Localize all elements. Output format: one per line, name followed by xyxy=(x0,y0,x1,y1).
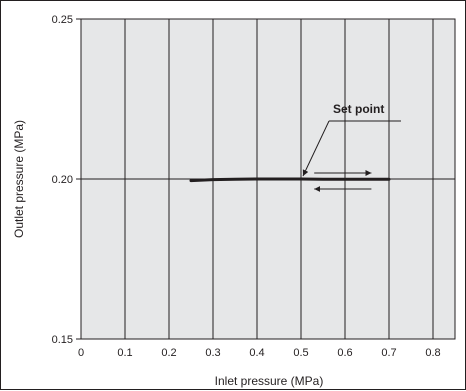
set-point-leader-arrow xyxy=(302,120,330,177)
series-layer xyxy=(189,177,391,183)
x-tick-label: 0.3 xyxy=(205,347,220,359)
x-tick-label: 0.1 xyxy=(117,347,132,359)
x-axis-label: Inlet pressure (MPa) xyxy=(215,374,324,388)
y-tick-label: 0.25 xyxy=(52,14,73,26)
x-tick-label: 0.6 xyxy=(337,347,352,359)
y-axis-label: Outlet pressure (MPa) xyxy=(12,120,26,238)
tick-labels: 0 0.1 0.2 0.3 0.4 0.5 0.6 0.7 0.8 0.15 0.20 0.25 xyxy=(52,14,441,359)
x-tick-label: 0.8 xyxy=(425,347,440,359)
annotation-layer: Set point xyxy=(302,102,401,192)
x-tick-label: 0 xyxy=(78,347,84,359)
x-tick-label: 0.7 xyxy=(381,347,396,359)
set-point-label: Set point xyxy=(333,102,384,116)
x-tick-label: 0.2 xyxy=(161,347,176,359)
x-tick-label: 0.4 xyxy=(249,347,264,359)
y-tick-label: 0.20 xyxy=(52,174,73,186)
x-tick-label: 0.5 xyxy=(293,347,308,359)
y-tick-label: 0.15 xyxy=(52,334,73,346)
series-line xyxy=(189,177,391,183)
